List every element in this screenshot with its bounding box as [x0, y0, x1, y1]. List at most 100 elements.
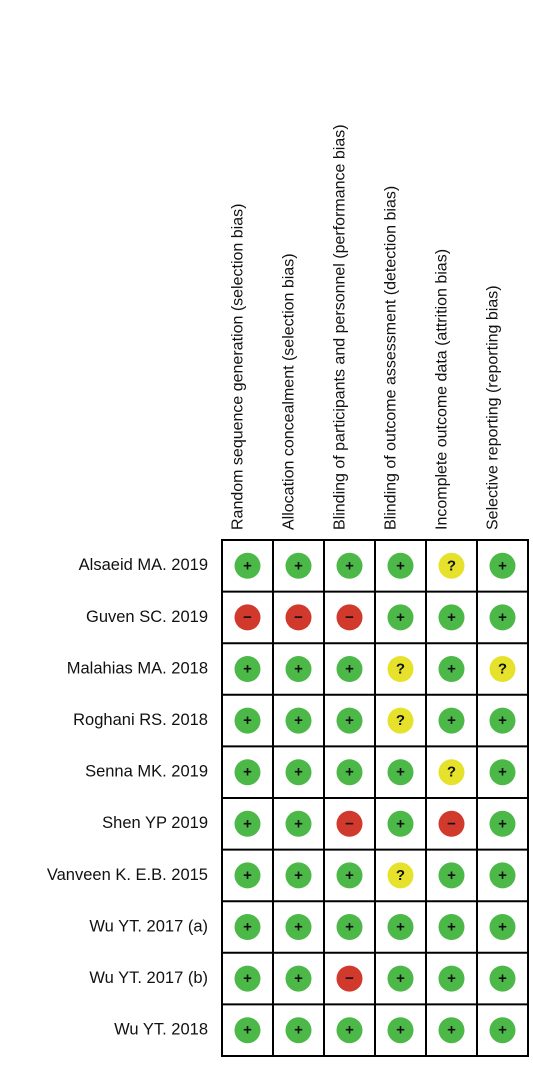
judgement-dot [438, 759, 465, 786]
judgement-symbol: + [294, 661, 303, 678]
judgement-symbol: − [345, 970, 354, 987]
study-label: Vanveen K. E.B. 2015 [47, 866, 208, 884]
judgement-dot [387, 862, 414, 889]
judgement-symbol: + [294, 970, 303, 987]
judgement-symbol: + [396, 919, 405, 936]
judgement-dot [285, 707, 312, 734]
judgement-dot [234, 552, 261, 579]
judgement-symbol: + [396, 557, 405, 574]
judgement-dot [438, 552, 465, 579]
judgement-symbol: + [243, 661, 252, 678]
judgement-symbol: + [294, 1022, 303, 1039]
judgement-dot [387, 656, 414, 682]
judgement-dot [438, 1017, 465, 1044]
judgement-dot [336, 914, 363, 940]
judgement-symbol: ? [396, 867, 405, 884]
study-label: Senna MK. 2019 [85, 763, 208, 781]
judgement-symbol: + [498, 919, 507, 936]
judgement-symbol: + [498, 815, 507, 832]
judgement-dot [387, 759, 414, 786]
judgement-dot [234, 914, 261, 940]
judgement-symbol: + [447, 712, 456, 729]
column-header: Incomplete outcome data (attrition bias) [434, 249, 451, 530]
judgement-symbol: + [243, 1022, 252, 1039]
judgement-dot [336, 552, 363, 579]
judgement-symbol: + [498, 609, 507, 626]
judgement-symbol: + [294, 815, 303, 832]
judgement-dot [285, 965, 312, 992]
judgement-dot [285, 914, 312, 940]
judgement-symbol: + [396, 815, 405, 832]
judgement-symbol: + [294, 764, 303, 781]
column-header: Blinding of participants and personnel (… [332, 124, 349, 530]
judgement-dot [489, 965, 516, 992]
judgement-dot [336, 965, 363, 992]
column-header: Selective reporting (reporting bias) [485, 285, 502, 530]
judgement-symbol: + [345, 557, 354, 574]
judgement-dot [387, 965, 414, 992]
judgement-symbol: − [345, 609, 354, 626]
judgement-dot [489, 552, 516, 579]
judgement-dot [387, 1017, 414, 1044]
judgement-dot [438, 914, 465, 940]
judgement-dot [285, 552, 312, 579]
judgement-dot [234, 810, 261, 837]
judgement-symbol: ? [396, 712, 405, 729]
judgement-dot [285, 862, 312, 889]
column-header: Blinding of outcome assessment (detectio… [383, 186, 400, 530]
judgement-dot [234, 707, 261, 734]
judgement-dot [336, 656, 363, 682]
judgement-dot [438, 862, 465, 889]
study-label: Alsaeid MA. 2019 [79, 556, 208, 574]
judgement-symbol: + [294, 919, 303, 936]
judgement-symbol: + [243, 919, 252, 936]
judgement-dot [285, 1017, 312, 1044]
judgement-dot [285, 604, 312, 631]
judgement-dot [489, 1017, 516, 1044]
judgement-symbol: + [294, 712, 303, 729]
judgement-dot [285, 656, 312, 682]
judgement-dot [336, 707, 363, 734]
judgement-dot [285, 810, 312, 837]
judgement-symbol: + [447, 970, 456, 987]
judgement-symbol: + [447, 661, 456, 678]
judgement-symbol: + [396, 970, 405, 987]
judgement-symbol: + [345, 1022, 354, 1039]
judgement-symbol: + [345, 764, 354, 781]
judgement-symbol: + [243, 557, 252, 574]
judgement-dot [234, 862, 261, 889]
judgement-symbol: + [447, 609, 456, 626]
study-label: Wu YT. 2017 (a) [89, 917, 208, 935]
judgement-dot [438, 604, 465, 631]
study-label: Malahias MA. 2018 [67, 659, 208, 677]
judgement-symbol: − [294, 609, 303, 626]
study-label: Shen YP 2019 [102, 814, 208, 832]
judgement-symbol: + [243, 764, 252, 781]
judgement-symbol: + [498, 557, 507, 574]
judgement-symbol: + [447, 867, 456, 884]
judgement-symbol: − [447, 815, 456, 832]
judgement-symbol: + [243, 867, 252, 884]
judgement-dot [438, 707, 465, 734]
study-label: Wu YT. 2017 (b) [89, 969, 208, 987]
study-label: Roghani RS. 2018 [73, 711, 208, 729]
study-label: Wu YT. 2018 [114, 1021, 208, 1039]
judgement-dot [489, 707, 516, 734]
judgement-dot [387, 707, 414, 734]
judgement-symbol: + [447, 1022, 456, 1039]
judgement-dot [489, 914, 516, 940]
judgement-dot [387, 810, 414, 837]
judgement-dot [489, 604, 516, 631]
judgement-symbol: + [396, 609, 405, 626]
judgement-symbol: + [345, 712, 354, 729]
column-header: Random sequence generation (selection bi… [230, 204, 247, 530]
judgement-dot [489, 862, 516, 889]
judgement-dot [285, 759, 312, 786]
judgement-symbol: ? [498, 661, 507, 678]
judgement-dot [336, 862, 363, 889]
judgement-dot [336, 1017, 363, 1044]
study-label: Guven SC. 2019 [86, 608, 208, 626]
judgement-symbol: + [498, 1022, 507, 1039]
judgement-symbol: + [294, 557, 303, 574]
